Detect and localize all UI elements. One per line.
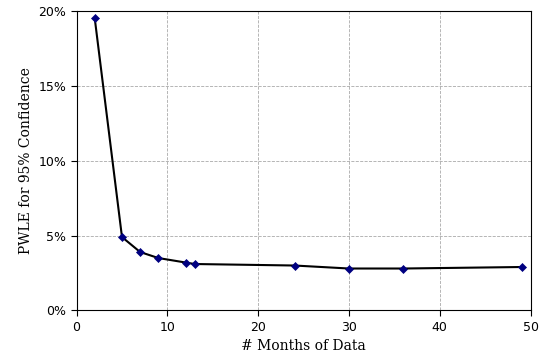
X-axis label: # Months of Data: # Months of Data — [241, 339, 366, 353]
Y-axis label: PWLE for 95% Confidence: PWLE for 95% Confidence — [19, 67, 33, 254]
